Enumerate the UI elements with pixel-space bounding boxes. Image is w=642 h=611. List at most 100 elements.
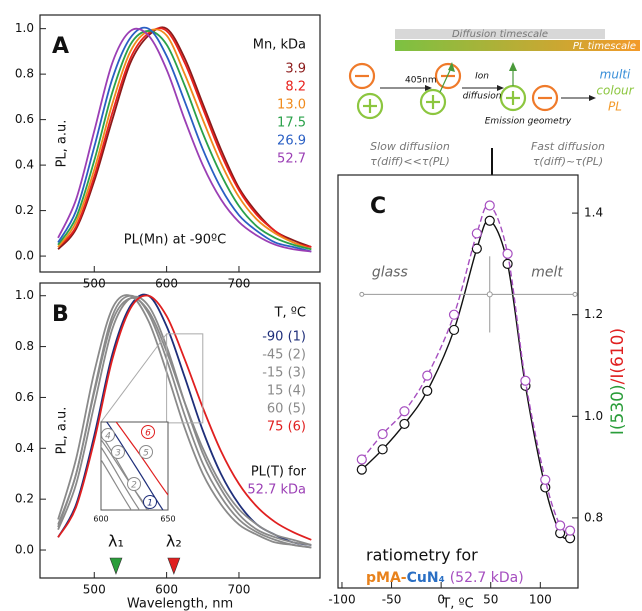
- series-line: [57, 294, 312, 541]
- note: 52.7 kDa: [247, 483, 306, 498]
- data-point: [502, 248, 513, 259]
- y-tick-label: 0.2: [15, 203, 34, 217]
- series-line: [361, 204, 571, 532]
- inset-badge: [139, 445, 153, 459]
- legend-entry: 26.9: [277, 134, 306, 149]
- y-tick-label: 0.8: [15, 67, 34, 81]
- data-point: [448, 324, 460, 336]
- result-label: colour: [596, 84, 634, 98]
- inset-badge: [143, 495, 157, 509]
- inset-label: 6: [145, 429, 151, 439]
- inset-badge: [141, 425, 155, 439]
- ion-label: diffusion: [463, 92, 502, 102]
- slow-label: Slow diffusiion: [370, 140, 450, 153]
- y-tick-label: 1.0: [15, 21, 34, 35]
- emission-label: Emission geometry: [485, 117, 572, 127]
- x-tick-label: 50: [483, 593, 498, 607]
- x-tick-label: 500: [83, 583, 106, 597]
- x-tick-label: -100: [328, 593, 355, 607]
- caption-part: CuN₄: [407, 570, 445, 586]
- data-point: [520, 375, 531, 386]
- data-point: [484, 200, 495, 211]
- y-axis-label-part: /I(610): [608, 328, 628, 384]
- data-point: [484, 215, 495, 226]
- inset-label: 3: [115, 449, 121, 459]
- data-point: [399, 406, 410, 417]
- series-line: [57, 26, 312, 253]
- data-point: [399, 418, 410, 430]
- series-line: [106, 422, 164, 510]
- x-axis-label: T, ºC: [441, 597, 473, 611]
- legend-entry: 15 (4): [267, 384, 306, 399]
- legend-title: T, ºC: [274, 306, 306, 321]
- x-axis-label: Wavelength, nm: [127, 597, 233, 611]
- legend-entry: 13.0: [277, 98, 306, 113]
- series-line: [57, 27, 312, 253]
- y-tick-label: 0.0: [15, 543, 34, 557]
- zoom-connector: [100, 333, 168, 423]
- y-tick-label: 0.8: [15, 339, 34, 353]
- legend-entry: 75 (6): [267, 420, 306, 435]
- series-line: [57, 297, 312, 546]
- x-tick-label: -50: [382, 593, 402, 607]
- data-point: [448, 309, 460, 320]
- y-tick-label: 0.2: [15, 492, 34, 506]
- data-point: [502, 258, 513, 269]
- y-axis-label: PL, a.u.: [55, 120, 70, 168]
- y-tick-label: 1.2: [584, 307, 603, 321]
- inset-badge: [127, 477, 141, 491]
- data-point: [471, 228, 482, 239]
- diffusion-label: Diffusion timescale: [452, 29, 548, 40]
- data-point: [540, 474, 551, 485]
- legend-entry: -45 (2): [262, 348, 306, 363]
- y-tick-label: 0.6: [15, 112, 34, 126]
- y-axis-label-part: I(530): [608, 384, 628, 435]
- y-tick-label: 1.0: [15, 288, 34, 302]
- ions: [348, 62, 596, 120]
- inset-tick-label: 600: [93, 515, 108, 524]
- legend-entry: 8.2: [285, 80, 306, 95]
- series-line: [57, 27, 312, 248]
- plot-frame: [39, 282, 321, 579]
- inset-label: 2: [131, 481, 137, 491]
- inset-badge: [111, 445, 125, 459]
- result-label: multi: [600, 68, 631, 82]
- plot-frame: [39, 14, 321, 273]
- data-point: [564, 525, 576, 536]
- data-point: [422, 385, 433, 396]
- inset-label: 5: [143, 449, 149, 459]
- x-tick-label: 0: [437, 593, 445, 607]
- data-point: [356, 454, 367, 465]
- panel-label: B: [52, 302, 69, 327]
- pl-bar: [395, 40, 640, 51]
- y-tick-label: 0.6: [15, 390, 34, 404]
- data-point: [555, 520, 566, 531]
- panel-label: C: [370, 194, 386, 219]
- crosshair-end: [572, 291, 578, 297]
- caption-part: pMA-: [366, 570, 407, 586]
- data-point: [356, 464, 367, 475]
- note: PL(T) for: [251, 465, 307, 480]
- series-line: [101, 446, 141, 510]
- region-label: glass: [372, 264, 408, 280]
- y-tick-label: 0.8: [584, 510, 603, 524]
- series-line: [115, 422, 168, 496]
- wavelength-label: λ₁: [108, 532, 124, 551]
- caption: ratiometry for: [366, 546, 478, 565]
- inset-label: 4: [105, 432, 111, 442]
- series-line: [57, 30, 312, 251]
- legend-entry: -15 (3): [262, 366, 306, 381]
- series-line: [101, 458, 132, 510]
- data-point: [422, 370, 433, 381]
- plot-frame: [337, 174, 579, 589]
- y-tick-label: 1.0: [584, 409, 603, 423]
- legend-entry: -90 (1): [262, 330, 306, 345]
- data-point: [471, 243, 482, 254]
- y-axis-label: PL, a.u.: [55, 407, 70, 455]
- legend-entry: 17.5: [277, 116, 306, 131]
- wavelength-label: λ₂: [166, 532, 182, 551]
- y-axis-label: I(530)/I(610): [608, 328, 628, 435]
- wavelength-marker: [109, 557, 123, 575]
- fast-label: τ(diff)~τ(PL): [533, 155, 603, 168]
